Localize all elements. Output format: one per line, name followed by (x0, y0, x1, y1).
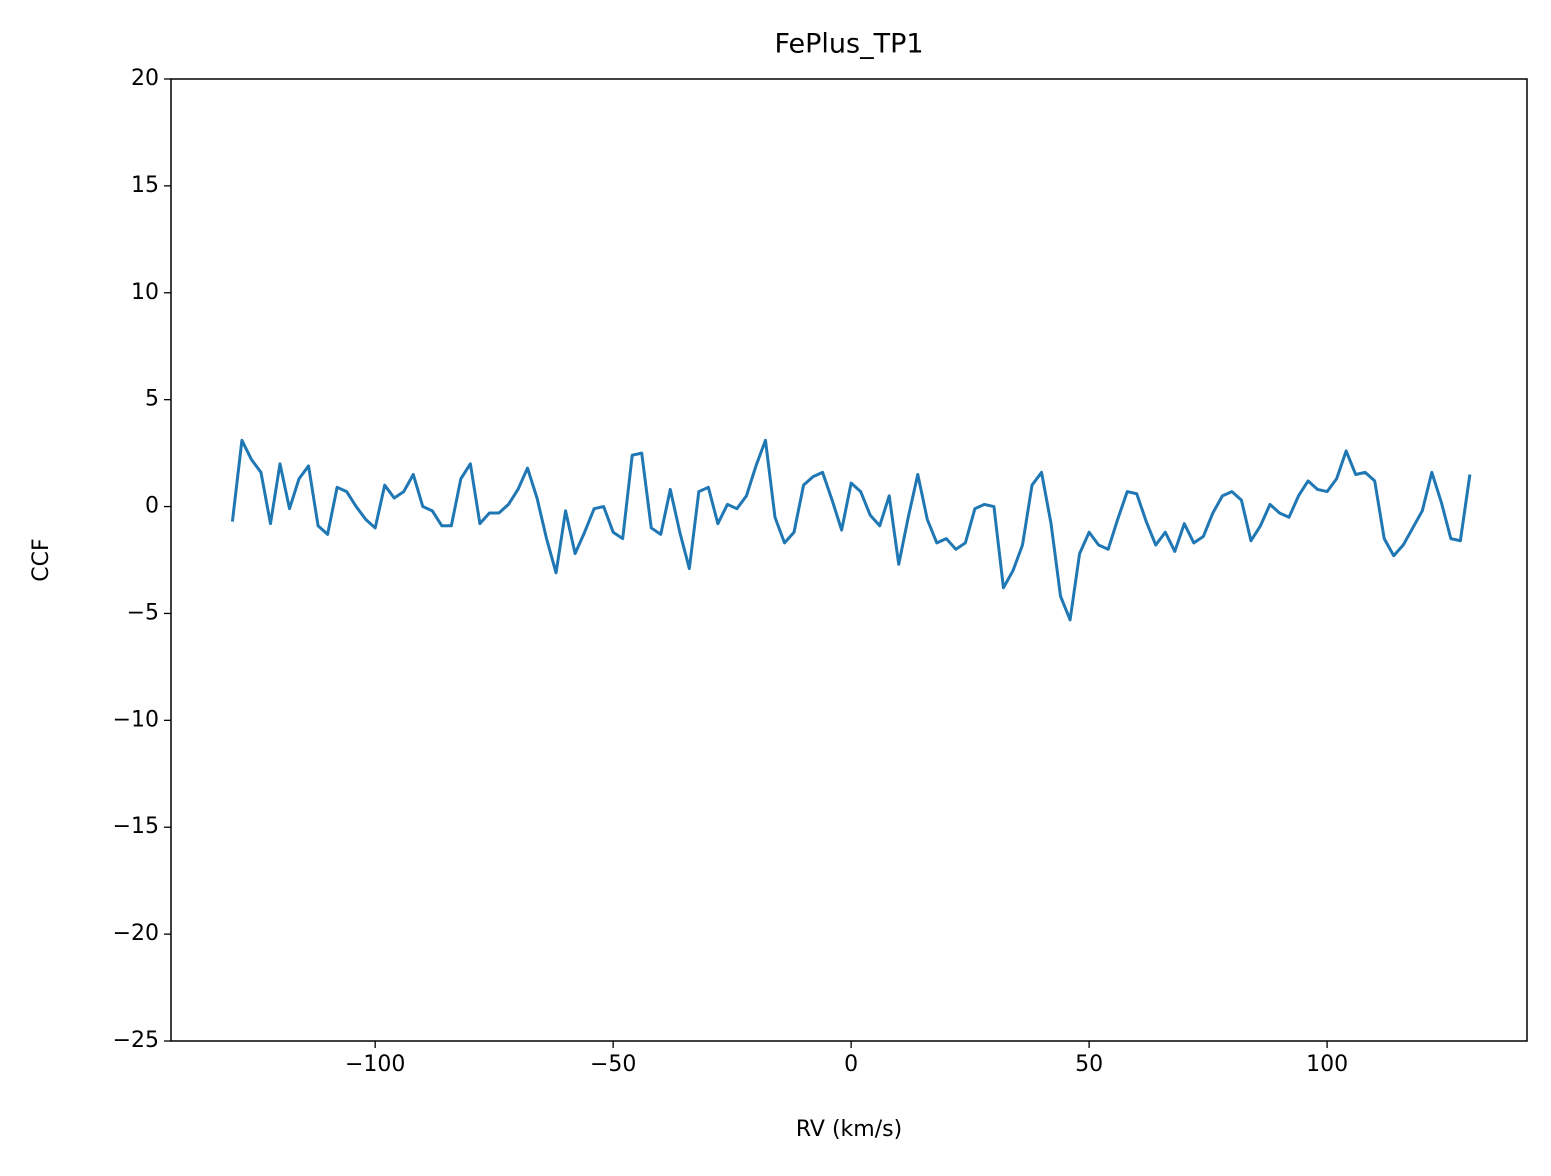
y-tick-label: −20 (113, 921, 159, 946)
plot-frame (170, 78, 1528, 1042)
y-tick-label: 15 (131, 173, 159, 198)
x-tick-label: 0 (844, 1052, 858, 1077)
y-tick-label: −5 (127, 600, 159, 625)
y-tick-label: −25 (113, 1028, 159, 1053)
x-tick-label: 100 (1306, 1052, 1348, 1077)
x-axis-label: RV (km/s) (796, 1117, 902, 1142)
x-tick-label: 50 (1075, 1052, 1103, 1077)
y-tick-label: −10 (113, 707, 159, 732)
y-tick-label: 0 (145, 494, 159, 519)
y-tick-label: 20 (131, 66, 159, 91)
x-tick-label: −50 (590, 1052, 636, 1077)
data-line (230, 438, 1472, 622)
y-tick-label: −15 (113, 814, 159, 839)
x-tick-label: −100 (345, 1052, 405, 1077)
y-tick-label: 10 (131, 280, 159, 305)
y-tick-label: 5 (145, 387, 159, 412)
chart-title: FePlus_TP1 (774, 29, 923, 60)
y-axis-label: CCF (29, 538, 54, 581)
